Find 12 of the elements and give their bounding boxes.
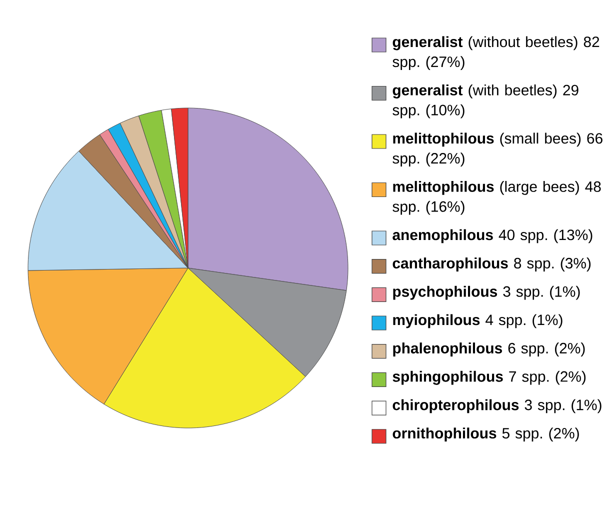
- category-label: melittophilous (small bees) 66 spp. (22%): [392, 132, 602, 167]
- legend-label: anemophilous 40 spp. (13%): [392, 229, 592, 244]
- legend-label: psychophilous 3 spp. (1%): [393, 286, 580, 300]
- legend-label: chiropterophilous 3 spp. (1%): [392, 399, 602, 414]
- legend-label: sphingophilous 7 spp. (2%): [392, 370, 586, 385]
- legend-label: ornithophilous 5 spp. (2%): [392, 428, 579, 442]
- legend-label: generalist (with beetles) 29 spp. (10%): [392, 84, 578, 118]
- legend-label: phalenophilous 6 spp. (2%): [393, 342, 585, 356]
- legend-label: generalist (without beetles) 82 spp. (27%): [392, 36, 600, 70]
- legend-label: myiophilous 4 spp. (1%): [393, 314, 562, 328]
- category-label: melittophilous (large bees) 48 spp. (16%): [392, 180, 601, 215]
- legend-label: cantharophilous 8 spp. (3%): [392, 258, 591, 272]
